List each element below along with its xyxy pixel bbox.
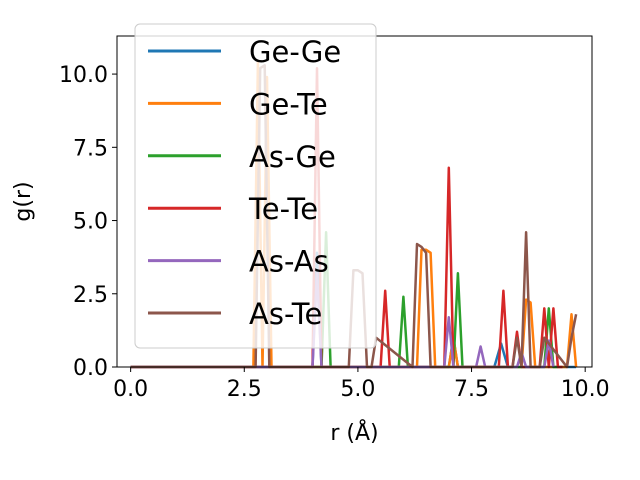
x-tick-label: 5.0 xyxy=(340,377,375,402)
x-tick-label: 2.5 xyxy=(227,377,262,402)
legend-label: Ge-Te xyxy=(249,87,328,121)
legend-box xyxy=(134,23,377,349)
x-axis-label: r (Å) xyxy=(330,419,378,446)
legend-label: Te-Te xyxy=(248,192,318,226)
y-tick-label: 7.5 xyxy=(73,136,108,161)
x-tick-label: 0.0 xyxy=(113,377,148,402)
x-tick-label: 7.5 xyxy=(454,377,489,402)
legend-label: As-Ge xyxy=(249,140,336,174)
legend-label: As-As xyxy=(249,245,329,279)
legend: Ge-Ge Ge-Te As-Ge Te-Te As-As As-Te xyxy=(134,23,377,349)
y-tick-label: 10.0 xyxy=(59,63,108,88)
y-axis-ticks: 0.0 2.5 5.0 7.5 10.0 xyxy=(59,63,117,381)
y-tick-label: 5.0 xyxy=(73,210,108,235)
y-tick-label: 2.5 xyxy=(73,283,108,308)
y-tick-label: 0.0 xyxy=(73,356,108,381)
x-tick-label: 10.0 xyxy=(561,377,610,402)
y-axis-label: g(r) xyxy=(11,181,36,221)
legend-label: Ge-Ge xyxy=(249,35,341,69)
x-axis-ticks: 0.0 2.5 5.0 7.5 10.0 xyxy=(113,367,610,402)
legend-label: As-Te xyxy=(249,297,322,331)
